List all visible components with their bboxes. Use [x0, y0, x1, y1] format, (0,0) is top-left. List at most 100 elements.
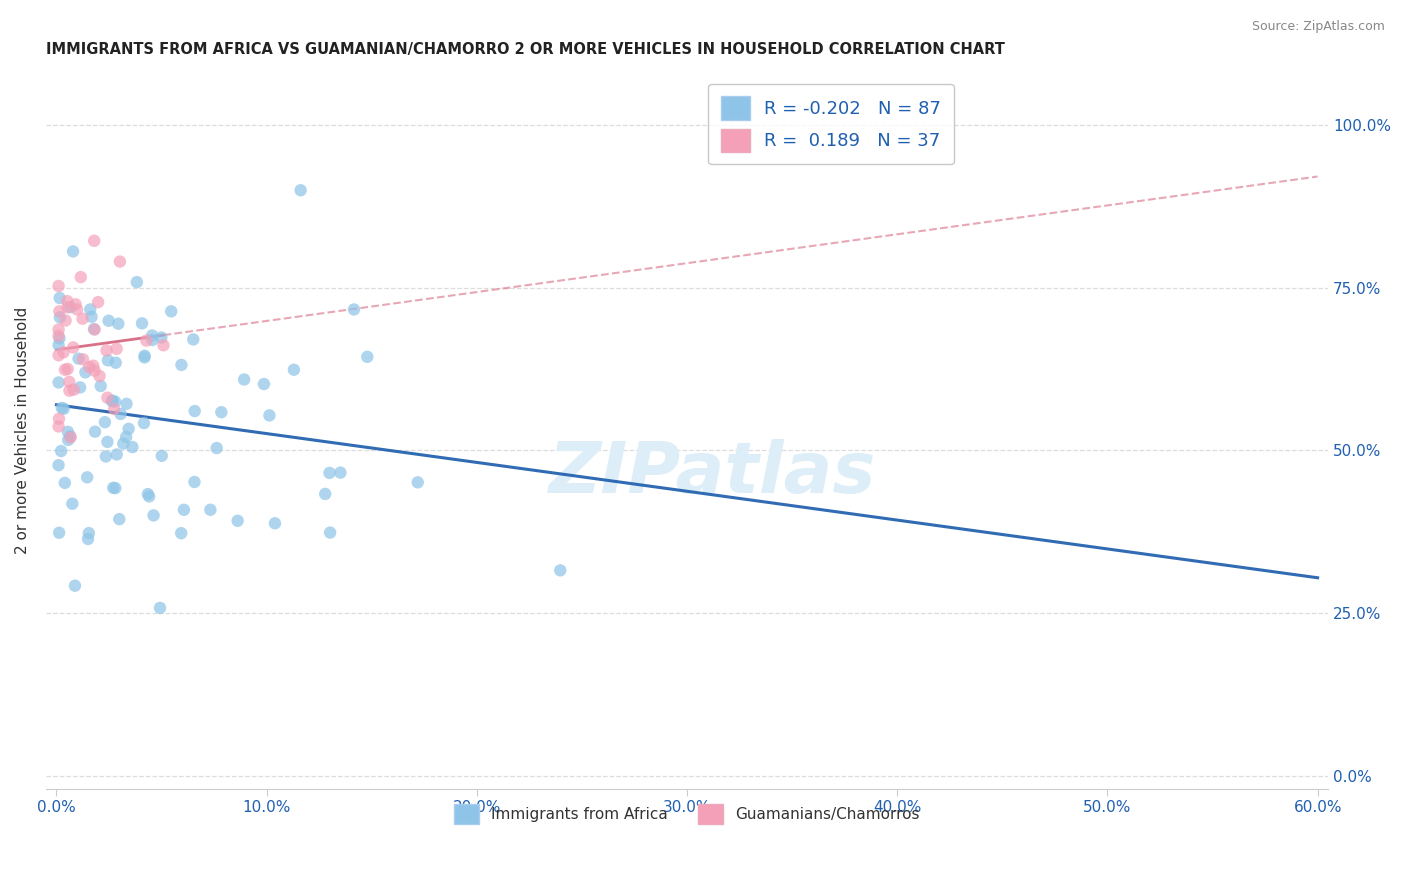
Point [96, 434, 118, 449]
Point [101, 393, 124, 408]
Point [94, 415, 117, 429]
Point [49, 310, 72, 325]
Point [82, 359, 104, 373]
Point [48, 338, 70, 352]
Point [264, 516, 287, 531]
Point [96, 343, 118, 358]
Point [89, 369, 111, 384]
Point [56, 362, 79, 376]
Point [160, 304, 183, 318]
Point [90, 379, 112, 393]
Point [105, 447, 128, 461]
Point [56, 300, 79, 314]
Point [48, 419, 70, 434]
Point [83, 234, 105, 248]
Point [141, 328, 163, 343]
Point [52, 401, 75, 416]
Point [49, 444, 72, 458]
Point [77, 359, 100, 374]
Point [406, 475, 429, 490]
Point [48, 322, 70, 336]
Point [87, 295, 110, 310]
Point [59, 430, 82, 444]
Point [96, 391, 118, 405]
Text: IMMIGRANTS FROM AFRICA VS GUAMANIAN/CHAMORRO 2 OR MORE VEHICLES IN HOUSEHOLD COR: IMMIGRANTS FROM AFRICA VS GUAMANIAN/CHAM… [46, 42, 1005, 57]
Text: Source: ZipAtlas.com: Source: ZipAtlas.com [1251, 20, 1385, 33]
Point [59, 300, 82, 314]
Text: ZIPatlas: ZIPatlas [548, 439, 876, 508]
Point [66, 302, 89, 317]
Point [134, 351, 156, 365]
Point [69, 270, 91, 285]
Point [63, 579, 86, 593]
Point [103, 401, 125, 416]
Point [150, 330, 173, 344]
Point [125, 275, 148, 289]
Point [141, 333, 163, 347]
Point [79, 302, 101, 317]
Point [72, 311, 94, 326]
Point [56, 433, 79, 447]
Point [152, 338, 174, 352]
Point [136, 487, 159, 501]
Point [209, 405, 232, 419]
Point [67, 351, 90, 366]
Point [131, 316, 153, 330]
Point [97, 353, 120, 368]
Point [135, 334, 157, 348]
Point [104, 394, 127, 409]
Point [134, 349, 156, 363]
Point [51, 401, 73, 415]
Point [48, 525, 70, 540]
Point [48, 279, 70, 293]
Point [53, 475, 76, 490]
Point [290, 183, 312, 197]
Point [170, 526, 193, 541]
Point [121, 440, 143, 454]
Point [108, 254, 131, 268]
Point [356, 350, 378, 364]
Point [103, 481, 125, 495]
Point [84, 425, 107, 439]
Point [62, 244, 84, 259]
Point [55, 313, 77, 327]
Point [62, 383, 84, 397]
Point [104, 481, 127, 495]
Point [343, 302, 366, 317]
Point [83, 322, 105, 336]
Point [132, 416, 155, 430]
Point [77, 532, 100, 546]
Point [62, 341, 84, 355]
Point [104, 356, 127, 370]
Point [226, 514, 249, 528]
Point [83, 364, 105, 378]
Point [329, 466, 352, 480]
Point [83, 322, 105, 336]
Point [48, 331, 70, 345]
Point [48, 304, 70, 318]
Point [56, 425, 79, 439]
Point [107, 317, 129, 331]
Point [181, 332, 204, 346]
Point [319, 525, 342, 540]
Point [283, 363, 305, 377]
Point [97, 314, 120, 328]
Point [205, 441, 228, 455]
Legend: Immigrants from Africa, Guamanians/Chamorros: Immigrants from Africa, Guamanians/Chamo… [444, 794, 931, 835]
Point [69, 380, 91, 394]
Point [314, 487, 336, 501]
Point [170, 358, 193, 372]
Point [58, 384, 80, 398]
Point [48, 329, 70, 343]
Y-axis label: 2 or more Vehicles in Household: 2 or more Vehicles in Household [15, 307, 30, 555]
Point [77, 526, 100, 541]
Point [48, 376, 70, 390]
Point [115, 430, 138, 444]
Point [259, 409, 281, 423]
Point [138, 490, 160, 504]
Point [48, 458, 70, 473]
Point [52, 345, 75, 359]
Point [48, 291, 70, 305]
Point [200, 503, 222, 517]
Point [183, 475, 205, 489]
